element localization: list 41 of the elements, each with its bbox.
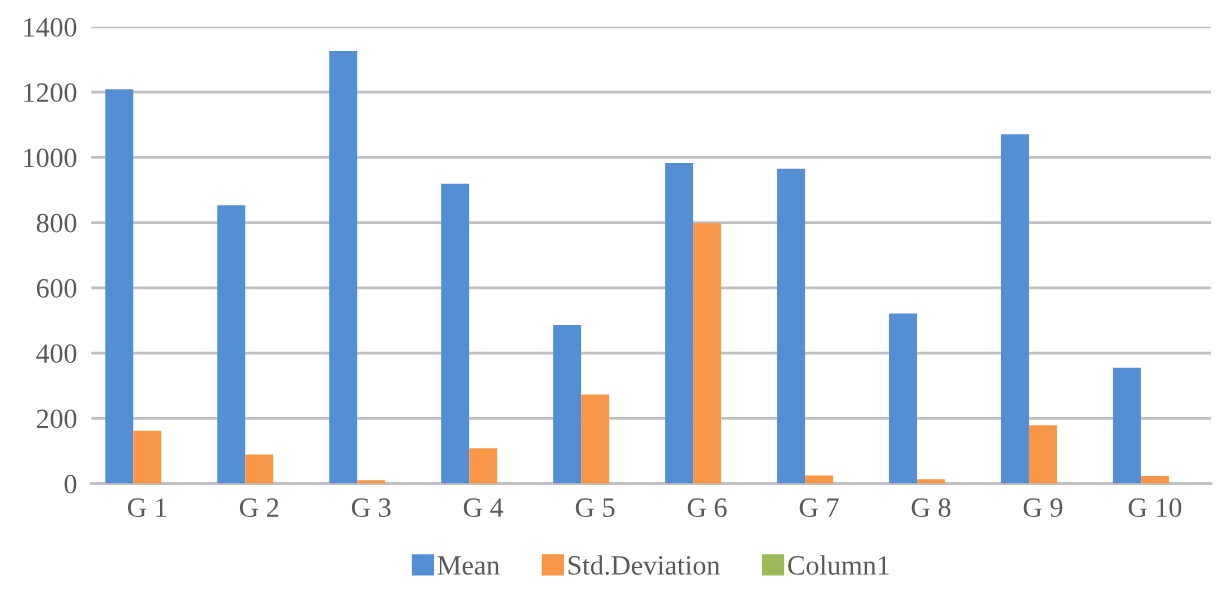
x-tick-label: G 2	[239, 498, 279, 518]
x-tick-label: G 10	[1128, 498, 1182, 518]
bar	[217, 205, 246, 484]
bar	[1028, 425, 1057, 484]
bar	[1000, 134, 1029, 484]
bar	[357, 480, 386, 484]
bar	[777, 168, 806, 484]
x-tick-label: G 7	[799, 498, 839, 518]
legend-label: Mean	[437, 556, 500, 575]
y-tick-label: 800	[36, 213, 77, 233]
bar	[441, 183, 470, 484]
y-tick-label: 200	[36, 409, 77, 429]
x-tick-label: G 8	[911, 498, 951, 518]
x-tick-label: G 5	[575, 498, 615, 518]
bar	[1112, 367, 1141, 484]
x-tick-label: G 9	[1023, 498, 1063, 518]
bar	[805, 475, 834, 484]
bar	[693, 223, 722, 484]
y-tick-label: 1200	[24, 83, 77, 103]
bar	[889, 313, 918, 484]
bar	[329, 51, 358, 484]
bar	[665, 162, 694, 484]
y-tick-label: 0	[64, 474, 77, 494]
legend-label: Column1	[788, 555, 889, 575]
bar	[581, 394, 610, 484]
bar	[1140, 476, 1169, 484]
bar	[105, 89, 134, 484]
bar	[917, 479, 945, 484]
x-tick-label: G 4	[463, 498, 504, 518]
bar	[553, 325, 582, 484]
y-tick-label: 1000	[24, 148, 77, 168]
x-tick-label: G 3	[351, 498, 391, 518]
x-tick-label: G 1	[127, 498, 167, 518]
y-tick-label: 1400	[24, 18, 77, 37]
bar	[133, 430, 162, 484]
y-tick-label: 400	[36, 344, 77, 363]
bar	[469, 448, 498, 484]
y-tick-label: 600	[36, 279, 77, 298]
bar	[245, 454, 274, 484]
legend-label: Std.Deviation	[568, 555, 720, 575]
x-tick-label: G 6	[687, 498, 727, 518]
